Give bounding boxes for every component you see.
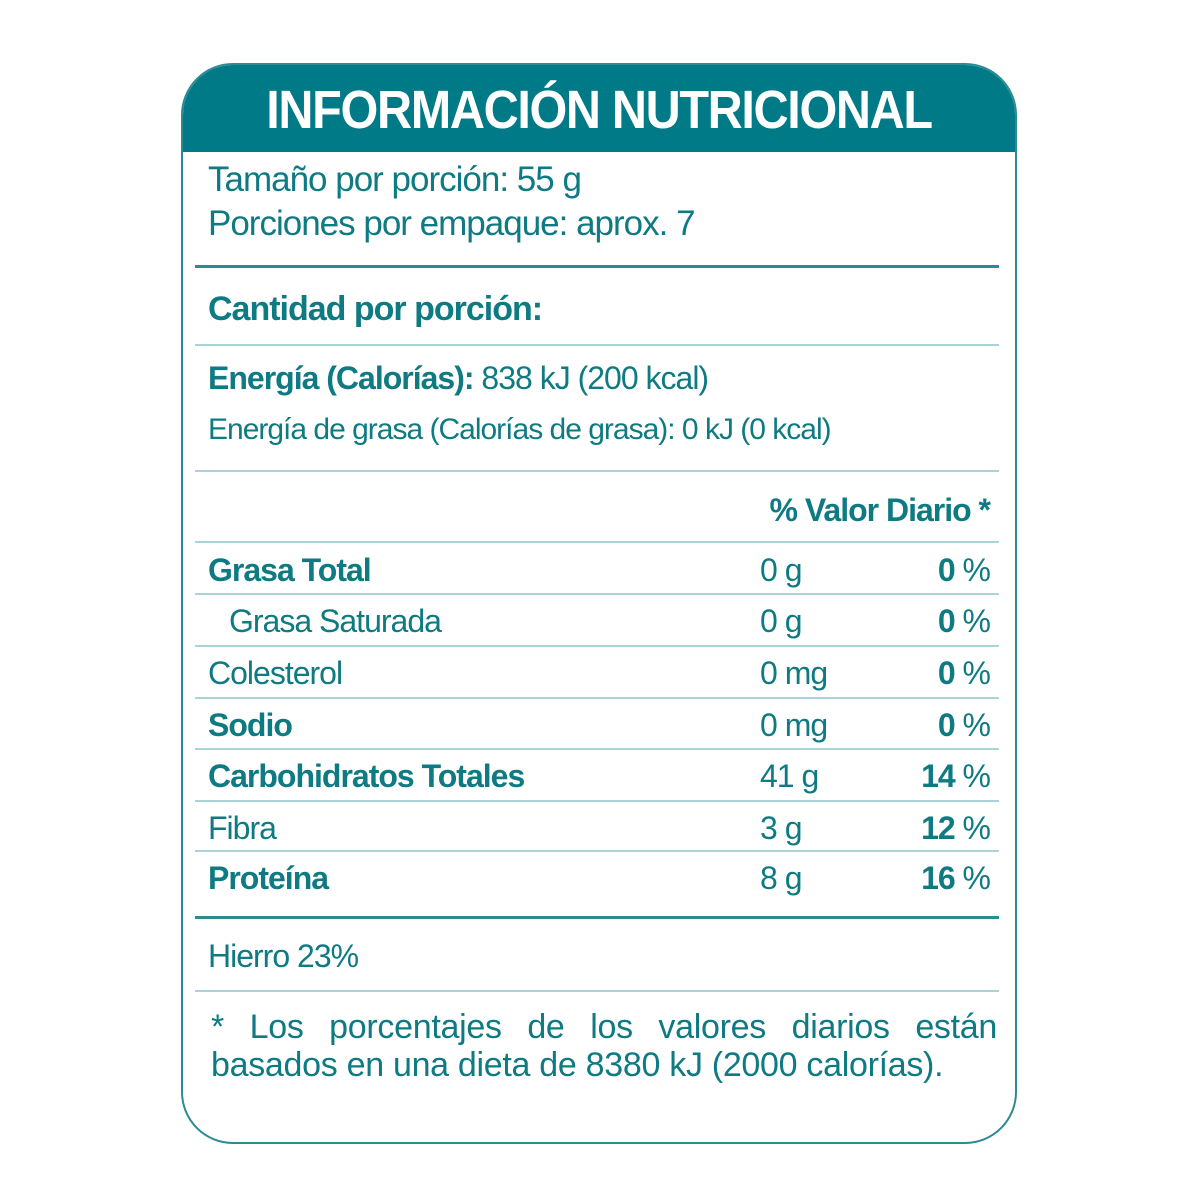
nutrient-name: Sodio [208, 707, 293, 743]
nutrient-daily-value: 14 % [921, 758, 991, 795]
nutrient-row: Grasa Total 0 g 0 % [208, 544, 991, 594]
divider [195, 470, 999, 472]
daily-value-number: 12 [921, 810, 956, 846]
percent-sign: % [962, 552, 991, 588]
divider [195, 916, 999, 919]
percent-sign: % [962, 810, 991, 846]
daily-value-number: 16 [921, 860, 956, 896]
daily-value-number: 14 [921, 758, 956, 794]
divider [195, 265, 999, 268]
divider [195, 748, 999, 750]
serving-size: Tamaño por porción: 55 g [208, 160, 582, 199]
nutrient-daily-value: 0 % [937, 552, 991, 589]
nutrient-row: Proteína 8 g 16 % [208, 852, 991, 902]
divider [195, 800, 999, 802]
percent-sign: % [962, 707, 991, 743]
nutrient-amount: 0 mg [760, 655, 828, 691]
nutrient-name: Proteína [208, 860, 329, 896]
nutrient-row: Grasa Saturada 0 g 0 % [208, 595, 991, 645]
nutrient-name: Grasa Saturada [229, 603, 442, 639]
label-title: INFORMACIÓN NUTRICIONAL [266, 80, 933, 140]
nutrient-daily-value: 0 % [937, 603, 991, 640]
nutrient-amount: 3 g [760, 810, 802, 846]
daily-value-number: 0 [937, 603, 956, 639]
nutrient-daily-value: 16 % [921, 860, 991, 897]
nutrient-name: Fibra [208, 810, 277, 846]
nutrient-row: Colesterol 0 mg 0 % [208, 647, 991, 697]
divider [195, 344, 999, 346]
percent-sign: % [962, 655, 991, 691]
nutrient-amount: 8 g [760, 860, 802, 896]
divider [195, 541, 999, 543]
energy-value: 838 kJ (200 kcal) [481, 360, 709, 396]
energy-label: Energía (Calorías): [208, 360, 475, 396]
label-header: INFORMACIÓN NUTRICIONAL [183, 65, 1015, 152]
divider [195, 990, 999, 992]
energy-row: Energía (Calorías): 838 kJ (200 kcal) [208, 360, 709, 397]
daily-value-number: 0 [937, 655, 956, 691]
nutrient-row: Sodio 0 mg 0 % [208, 699, 991, 749]
amount-per-serving-heading: Cantidad por porción: [208, 290, 543, 328]
nutrient-row: Fibra 3 g 12 % [208, 802, 991, 852]
daily-value-number: 0 [937, 707, 956, 743]
nutrition-label: INFORMACIÓN NUTRICIONAL [181, 63, 1017, 1144]
nutrient-daily-value: 0 % [937, 655, 991, 692]
nutrient-amount: 41 g [760, 758, 819, 794]
divider [195, 593, 999, 595]
nutrient-daily-value: 0 % [937, 707, 991, 744]
nutrient-name: Grasa Total [208, 552, 372, 588]
footnote: * Los porcentajes de los valores diarios… [211, 1008, 997, 1084]
nutrient-row: Carbohidratos Totales 41 g 14 % [208, 750, 991, 800]
nutrient-daily-value: 12 % [921, 810, 991, 847]
nutrient-amount: 0 mg [760, 707, 828, 743]
nutrient-amount: 0 g [760, 603, 802, 639]
nutrient-name: Colesterol [208, 655, 343, 691]
nutrient-amount: 0 g [760, 552, 802, 588]
nutrient-name: Carbohidratos Totales [208, 758, 525, 794]
iron-value: Hierro 23% [208, 938, 359, 974]
percent-sign: % [962, 758, 991, 794]
divider [195, 850, 999, 852]
energy-from-fat: Energía de grasa (Calorías de grasa): 0 … [208, 413, 832, 446]
divider [195, 697, 999, 699]
percent-sign: % [962, 603, 991, 639]
divider [195, 645, 999, 647]
servings-per-package: Porciones por empaque: aprox. 7 [208, 204, 696, 243]
percent-sign: % [962, 860, 991, 896]
daily-value-number: 0 [937, 552, 956, 588]
daily-value-header: % Valor Diario * [769, 492, 991, 528]
